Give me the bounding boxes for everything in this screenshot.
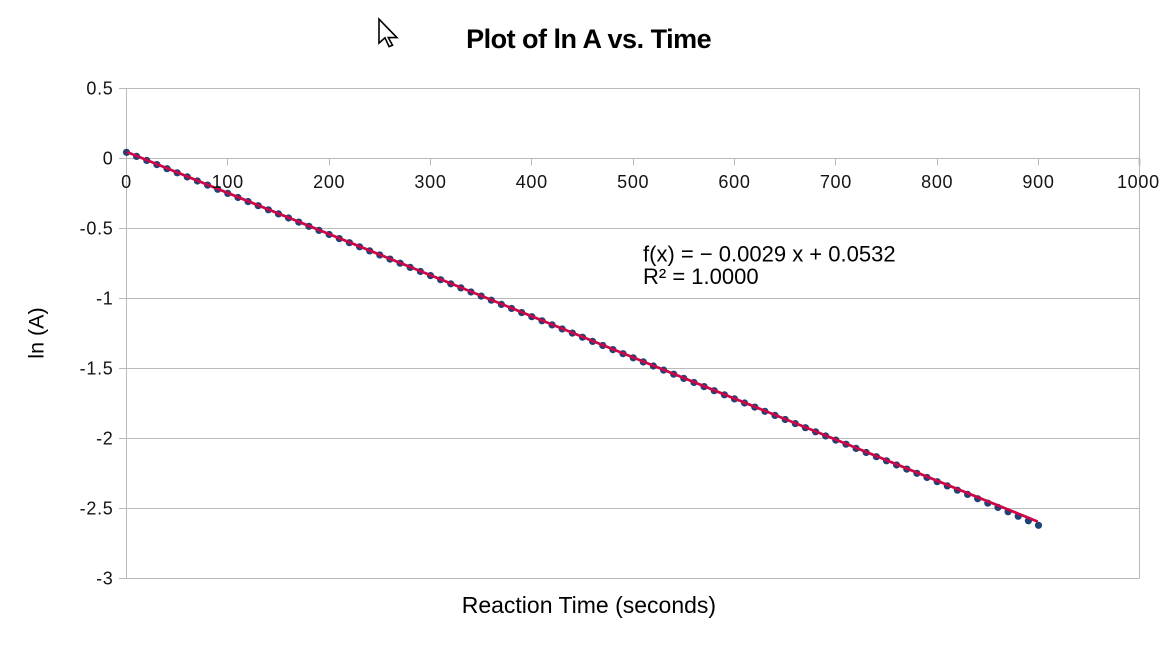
svg-text:Plot of ln A vs. Time: Plot of ln A vs. Time (466, 24, 712, 54)
svg-text:-3: -3 (96, 568, 113, 588)
svg-text:200: 200 (313, 172, 345, 192)
svg-text:-2.5: -2.5 (80, 498, 114, 518)
svg-text:-1.5: -1.5 (80, 358, 114, 378)
svg-text:0: 0 (121, 172, 132, 192)
svg-text:600: 600 (718, 172, 750, 192)
svg-text:100: 100 (212, 172, 244, 192)
svg-text:700: 700 (820, 172, 852, 192)
svg-text:ln (A): ln (A) (24, 307, 48, 358)
svg-text:-1: -1 (96, 288, 113, 308)
svg-text:0.5: 0.5 (86, 78, 113, 98)
svg-text:1000: 1000 (1117, 172, 1160, 192)
svg-text:-0.5: -0.5 (80, 218, 114, 238)
svg-text:-2: -2 (96, 428, 113, 448)
svg-text:900: 900 (1022, 172, 1054, 192)
svg-text:300: 300 (414, 172, 446, 192)
svg-text:R² = 1.0000: R² = 1.0000 (643, 264, 759, 289)
svg-text:0: 0 (103, 148, 114, 168)
svg-text:f(x) = − 0.0029 x + 0.0532: f(x) = − 0.0029 x + 0.0532 (643, 241, 896, 266)
svg-text:800: 800 (921, 172, 953, 192)
svg-text:Reaction Time (seconds): Reaction Time (seconds) (462, 592, 716, 618)
svg-text:400: 400 (516, 172, 548, 192)
svg-text:500: 500 (617, 172, 649, 192)
